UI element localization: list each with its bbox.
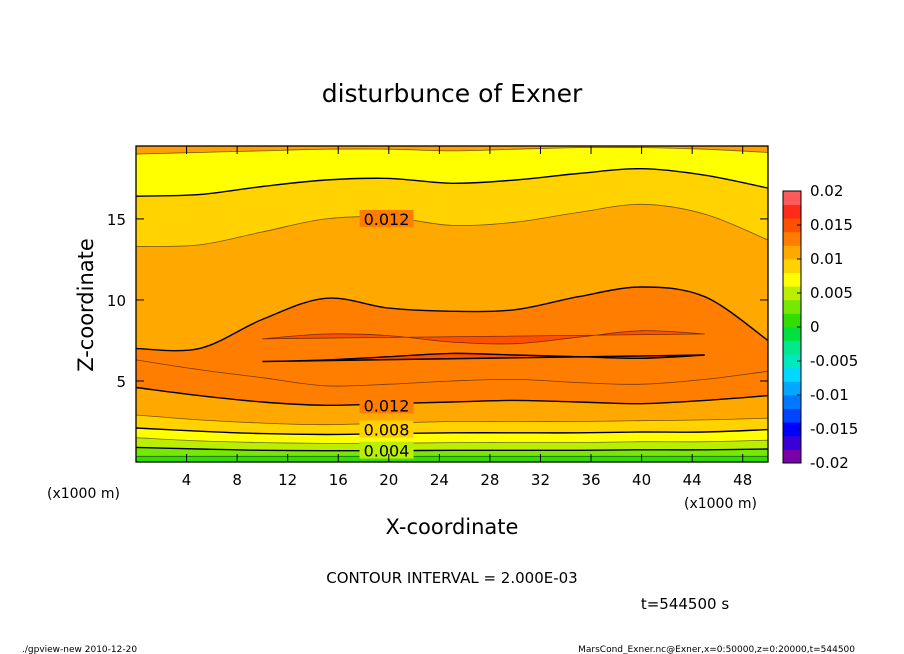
colorbar-swatch-3 bbox=[783, 408, 801, 423]
colorbar-tick-label-6: -0.01 bbox=[810, 386, 849, 404]
x-axis-ticks: 4 8 12 16 20 24 28 32 36 40 44 48 bbox=[182, 146, 752, 489]
time-text: t=544500 s bbox=[641, 595, 729, 613]
colorbar-swatch-8 bbox=[783, 340, 801, 355]
colorbar-ticks: 0.02 0.015 0.01 0.005 0 -0.005 -0.01 -0.015 -0.0… bbox=[797, 182, 858, 472]
colorbar-tick-label-2: 0.01 bbox=[810, 250, 843, 268]
x-tick-label-2: 12 bbox=[278, 471, 297, 489]
colorbar-swatch-15 bbox=[783, 245, 801, 260]
colorbar-swatch-12 bbox=[783, 286, 801, 301]
contour-line-9 bbox=[135, 286, 769, 352]
x-axis-unit: (x1000 m) bbox=[684, 496, 757, 512]
chart-title: disturbunce of Exner bbox=[322, 79, 583, 108]
x-tick-label-4: 20 bbox=[379, 471, 398, 489]
x-tick-label-11: 48 bbox=[733, 471, 752, 489]
colorbar-swatch-2 bbox=[783, 422, 801, 437]
contour-line-11 bbox=[135, 167, 769, 197]
contour-interval-text: CONTOUR INTERVAL = 2.000E-03 bbox=[326, 569, 577, 587]
y-tick-label-0: 5 bbox=[116, 373, 126, 391]
x-tick-label-5: 24 bbox=[430, 471, 449, 489]
x-tick-label-3: 16 bbox=[329, 471, 348, 489]
colorbar-swatch-10 bbox=[783, 313, 801, 328]
plot-frame bbox=[135, 145, 769, 463]
contour-label-bg-1 bbox=[359, 396, 414, 414]
contour-label-bg-2 bbox=[359, 420, 414, 438]
colorbar-tick-label-3: 0.005 bbox=[810, 284, 853, 302]
y-axis-label: Z-coordinate bbox=[74, 238, 98, 372]
colorbar-swatch-19 bbox=[783, 191, 801, 205]
y-axis-ticks: 5 10 15 bbox=[107, 211, 768, 391]
contour-label-bg-3 bbox=[359, 441, 414, 459]
colorbar-swatch-13 bbox=[783, 272, 801, 287]
colorbar-swatch-1 bbox=[783, 435, 801, 450]
colorbar-tick-label-4: 0 bbox=[810, 318, 820, 336]
x-tick-label-0: 4 bbox=[182, 471, 192, 489]
x-tick-label-10: 44 bbox=[683, 471, 702, 489]
colorbar-tick-label-1: 0.015 bbox=[810, 216, 853, 234]
y-tick-label-2: 15 bbox=[107, 211, 126, 229]
contour-line-1 bbox=[135, 446, 769, 452]
contour-line-2 bbox=[135, 437, 769, 444]
x-tick-label-6: 28 bbox=[480, 471, 499, 489]
colorbar-swatch-9 bbox=[783, 327, 801, 341]
colorbar-tick-label-7: -0.015 bbox=[810, 420, 858, 438]
contour-line-3 bbox=[135, 427, 769, 436]
colorbar-swatch-17 bbox=[783, 218, 801, 233]
colorbar-tick-label-8: -0.02 bbox=[810, 454, 849, 472]
colorbar-swatch-16 bbox=[783, 231, 801, 246]
contour-line-4 bbox=[135, 414, 769, 426]
x-tick-label-8: 36 bbox=[581, 471, 600, 489]
x-tick-label-1: 8 bbox=[232, 471, 242, 489]
contour-line-10 bbox=[135, 203, 769, 247]
y-axis-unit: (x1000 m) bbox=[47, 486, 120, 502]
contour-label-1: 0.012 bbox=[364, 396, 410, 415]
contour-line-7 bbox=[262, 352, 705, 363]
contour-label-bg-0 bbox=[359, 209, 414, 227]
contour-labels: 0.012 0.012 0.008 0.004 bbox=[359, 209, 414, 461]
contour-band-ground bbox=[136, 456, 768, 462]
colorbar-tick-label-0: 0.02 bbox=[810, 182, 843, 200]
contour-label-2: 0.008 bbox=[364, 421, 410, 440]
x-tick-label-7: 32 bbox=[531, 471, 550, 489]
x-axis-label: X-coordinate bbox=[386, 515, 519, 539]
colorbar-swatch-18 bbox=[783, 204, 801, 219]
colorbar-swatch-7 bbox=[783, 354, 801, 369]
contour-line-12 bbox=[135, 147, 769, 155]
contour-line-5 bbox=[135, 386, 769, 407]
x-tick-label-9: 40 bbox=[632, 471, 651, 489]
contour-lines bbox=[135, 147, 769, 457]
colorbar-tick-label-5: -0.005 bbox=[810, 352, 858, 370]
colorbar-swatch-5 bbox=[783, 381, 801, 396]
colorbar-swatch-11 bbox=[783, 299, 801, 314]
footer-left-text: ./gpview-new 2010-12-20 bbox=[22, 645, 137, 654]
contour-bands bbox=[136, 147, 768, 463]
colorbar-swatch-4 bbox=[783, 395, 801, 409]
contour-label-0: 0.012 bbox=[364, 210, 410, 229]
contour-line-6 bbox=[135, 359, 769, 387]
y-tick-label-1: 10 bbox=[107, 292, 126, 310]
colorbar-swatch-0 bbox=[783, 449, 801, 464]
contour-label-3: 0.004 bbox=[364, 442, 410, 461]
colorbar-swatch-14 bbox=[783, 259, 801, 273]
colorbar bbox=[782, 190, 802, 464]
plot-area: 0.012 0.012 0.008 0.004 bbox=[135, 145, 769, 463]
contour-line-8 bbox=[262, 330, 705, 345]
contour-band-8 bbox=[262, 330, 705, 344]
colorbar-swatch-6 bbox=[783, 367, 801, 382]
footer-right-text: MarsCond_Exner.nc@Exner,x=0:50000,z=0:20… bbox=[578, 645, 855, 654]
